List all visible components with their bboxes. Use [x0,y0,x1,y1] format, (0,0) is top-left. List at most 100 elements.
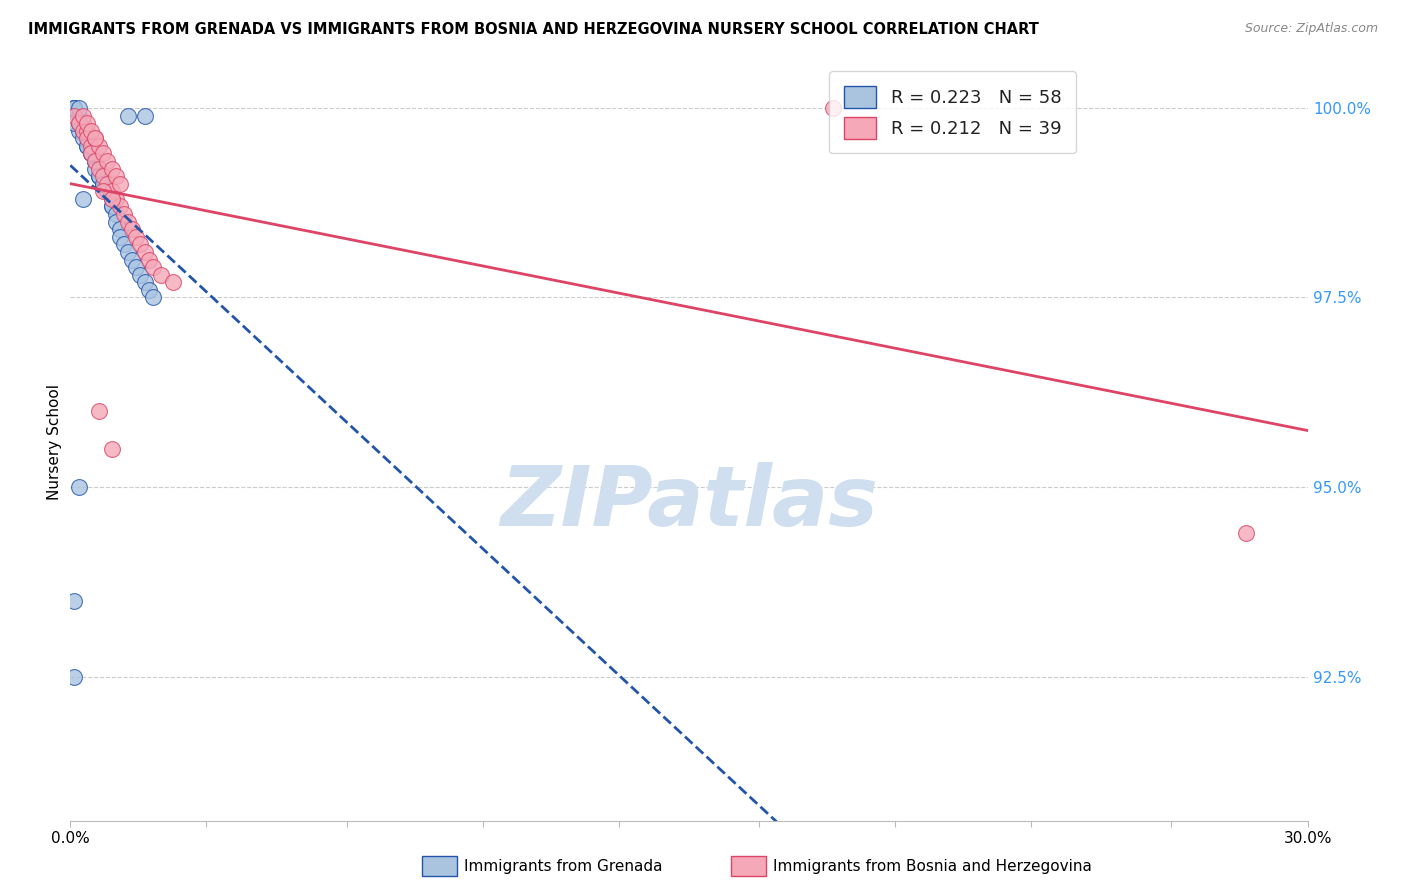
Point [100,185,122,199]
Point [63,101,86,115]
Point [104,169,127,184]
Point [89,161,111,176]
Point [84,131,107,145]
Point [91,177,114,191]
Point [1234,525,1257,540]
Point [104,215,127,229]
Point [67,109,90,123]
Point [80,124,103,138]
Point [63,109,86,123]
Point [96,185,118,199]
Point [76,131,98,145]
Point [76,139,98,153]
Point [121,222,143,236]
Point [84,154,107,169]
Point [63,116,86,130]
Y-axis label: Nursery School: Nursery School [46,384,62,500]
Point [84,154,107,169]
Point [76,124,98,138]
Point [63,109,86,123]
Point [76,131,98,145]
Text: Immigrants from Bosnia and Herzegovina: Immigrants from Bosnia and Herzegovina [773,859,1092,873]
Point [117,109,139,123]
Point [72,124,94,138]
Point [104,207,127,221]
Point [112,237,135,252]
Point [67,116,90,130]
Point [150,268,173,282]
Point [142,291,165,305]
Point [89,139,111,153]
Point [125,260,148,275]
Point [72,124,94,138]
Point [129,237,152,252]
Point [100,192,122,206]
Text: IMMIGRANTS FROM GRENADA VS IMMIGRANTS FROM BOSNIA AND HERZEGOVINA NURSERY SCHOOL: IMMIGRANTS FROM GRENADA VS IMMIGRANTS FR… [28,22,1039,37]
Point [63,594,86,608]
Point [76,116,98,130]
Point [100,192,122,206]
Point [138,283,160,297]
Legend: R = 0.223   N = 58, R = 0.212   N = 39: R = 0.223 N = 58, R = 0.212 N = 39 [830,71,1076,153]
Text: Source: ZipAtlas.com: Source: ZipAtlas.com [1244,22,1378,36]
Point [84,154,107,169]
Point [63,101,86,115]
Point [134,109,156,123]
Point [134,276,156,290]
Point [89,169,111,184]
Point [72,116,94,130]
Point [72,131,94,145]
Point [91,146,114,161]
Point [96,154,118,169]
Point [67,116,90,130]
Point [89,161,111,176]
Point [84,131,107,145]
Text: ZIPatlas: ZIPatlas [501,462,877,542]
Point [84,154,107,169]
Point [67,480,90,494]
Point [67,101,90,115]
Point [80,139,103,153]
Point [89,169,111,184]
Point [138,252,160,267]
Point [72,124,94,138]
Point [96,177,118,191]
Point [162,276,184,290]
Point [72,109,94,123]
Point [100,161,122,176]
Point [91,185,114,199]
Point [84,161,107,176]
Point [129,268,152,282]
Point [89,404,111,418]
Point [100,200,122,214]
Point [96,185,118,199]
Point [76,139,98,153]
Point [67,124,90,138]
Point [76,131,98,145]
Point [80,146,103,161]
Point [72,192,94,206]
Point [108,222,131,236]
Point [142,260,165,275]
Point [100,200,122,214]
Point [108,177,131,191]
Point [100,442,122,457]
Point [91,169,114,184]
Point [80,146,103,161]
Point [112,207,135,221]
Point [108,230,131,244]
Point [117,215,139,229]
Point [125,230,148,244]
Point [63,670,86,684]
Point [108,200,131,214]
Point [63,101,86,115]
Point [63,101,86,115]
Point [72,124,94,138]
Point [89,169,111,184]
Point [67,116,90,130]
Point [134,245,156,260]
Point [91,177,114,191]
Point [104,192,127,206]
Text: Immigrants from Grenada: Immigrants from Grenada [464,859,662,873]
Point [117,245,139,260]
